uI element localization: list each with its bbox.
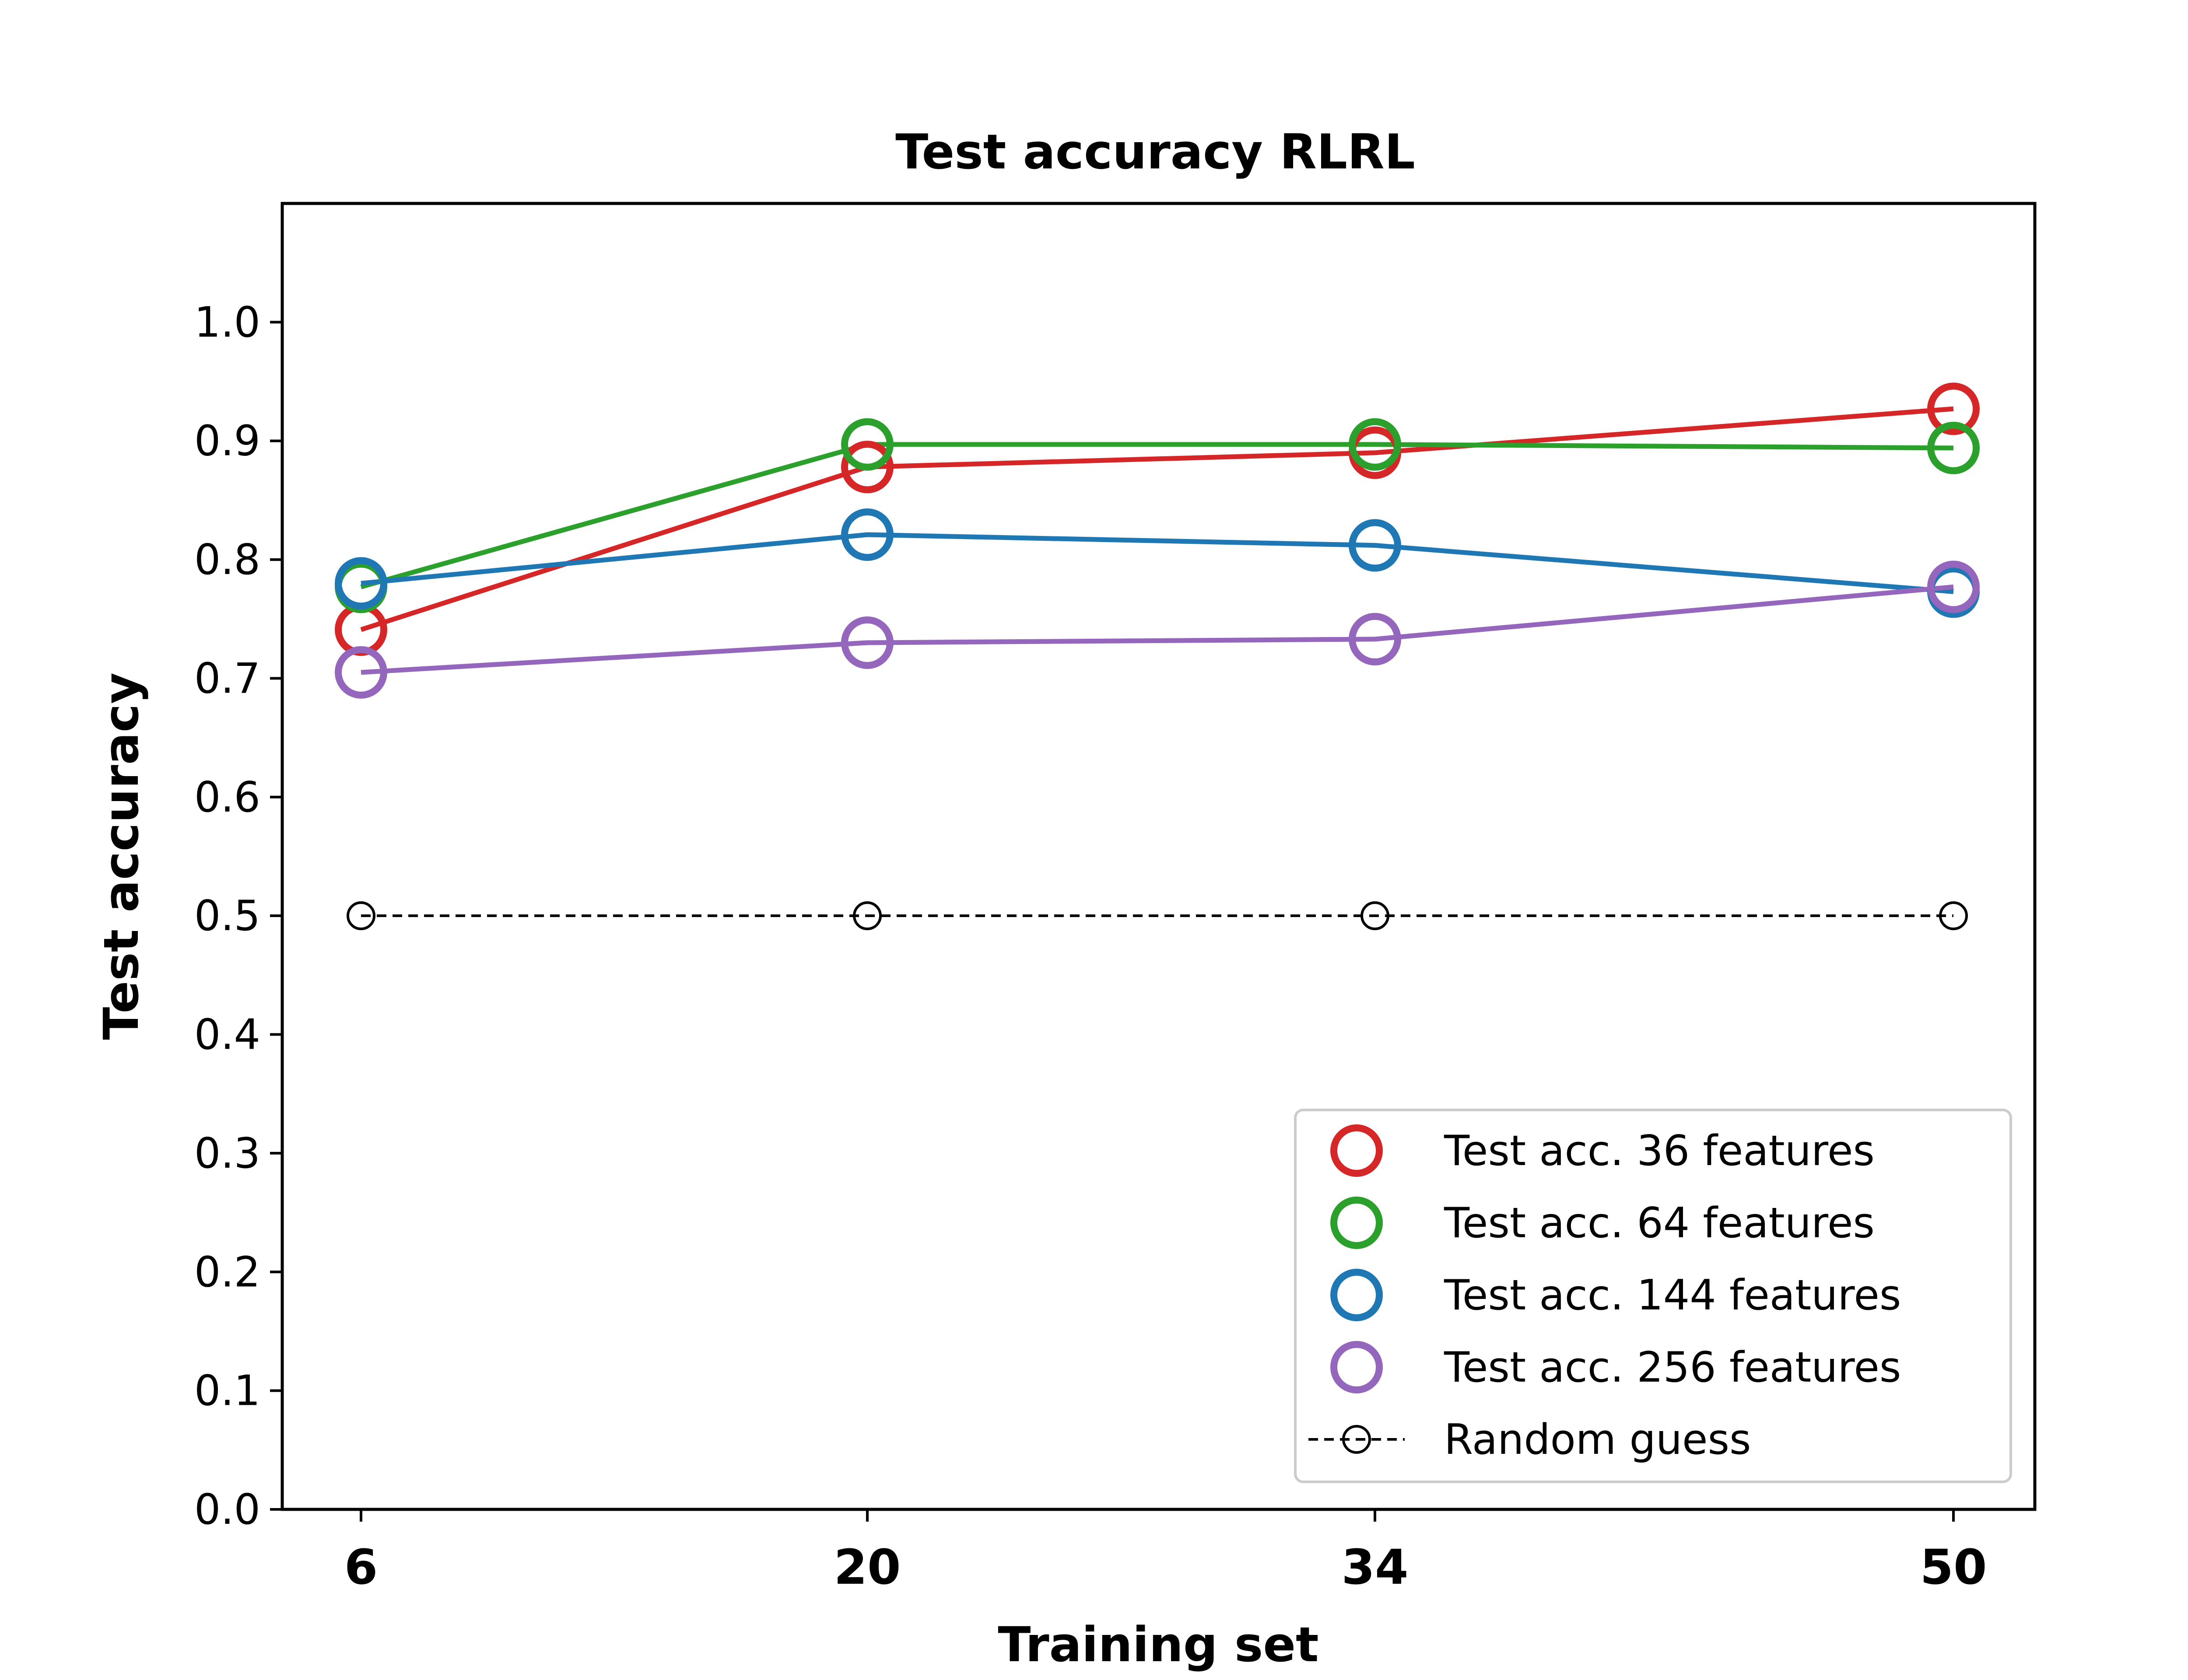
series-1-point xyxy=(1927,382,1980,435)
series-2-point xyxy=(1927,422,1980,475)
legend: Test acc. 36 features Test acc. 64 featur… xyxy=(1294,1109,2012,1483)
y-tick-label: 0.0 xyxy=(194,1486,260,1534)
series-3-point xyxy=(335,557,387,610)
series-5-point xyxy=(1939,901,1968,931)
series-2-line xyxy=(360,442,1954,589)
series-4-point xyxy=(1349,612,1401,665)
legend-box xyxy=(1294,1109,2012,1483)
series-2-point xyxy=(1349,418,1401,471)
plot-area xyxy=(281,202,2037,1511)
x-tick-label: 20 xyxy=(834,1539,901,1595)
series-1-point xyxy=(841,441,894,494)
legend-label: Test acc. 64 features xyxy=(1444,1199,1875,1247)
y-tick-label: 0.1 xyxy=(194,1367,260,1415)
series-4-point xyxy=(841,616,894,669)
series-5-point xyxy=(347,901,375,931)
y-tick-label: 0.4 xyxy=(194,1011,260,1059)
legend-marker xyxy=(1330,1197,1383,1249)
x-tick-label: 50 xyxy=(1920,1539,1987,1595)
legend-label: Random guess xyxy=(1444,1416,1751,1464)
series-3-point xyxy=(1349,519,1401,572)
series-5-point xyxy=(853,901,882,931)
y-tick-label: 0.6 xyxy=(194,774,260,822)
series-4-point xyxy=(1927,560,1980,613)
series-4-line xyxy=(361,584,1954,675)
series-lines xyxy=(360,406,1954,917)
series-markers xyxy=(335,382,1980,931)
y-axis: 0.0 0.1 0.2 0.3 0.4 0.5 0.6 0.7 0.8 0.9 1.0 xyxy=(194,298,282,1534)
legend-marker xyxy=(1330,1124,1383,1177)
y-tick-label: 0.7 xyxy=(194,654,260,703)
legend-label: Test acc. 144 features xyxy=(1444,1271,1901,1320)
y-tick-label: 0.2 xyxy=(194,1248,260,1296)
chart-title: Test accuracy RLRL xyxy=(895,124,1415,180)
legend-label: Test acc. 36 features xyxy=(1444,1127,1875,1175)
x-axis-label: Training set xyxy=(998,1617,1318,1673)
series-5-point xyxy=(1360,901,1389,931)
series-4-point xyxy=(335,646,387,699)
legend-marker xyxy=(1330,1341,1383,1393)
legend-marker xyxy=(1330,1269,1383,1321)
y-tick-label: 0.5 xyxy=(194,892,260,940)
y-tick-label: 1.0 xyxy=(194,298,260,346)
x-tick-label: 6 xyxy=(344,1539,378,1595)
y-tick-label: 0.8 xyxy=(194,536,260,584)
series-1-line xyxy=(360,406,1954,632)
y-tick-label: 0.3 xyxy=(194,1130,260,1178)
x-axis: 6 20 34 50 xyxy=(344,1509,1987,1595)
legend-marker xyxy=(1342,1425,1371,1454)
x-tick-label: 34 xyxy=(1341,1539,1408,1595)
legend-label: Test acc. 256 features xyxy=(1444,1344,1901,1392)
series-3-point xyxy=(841,508,894,561)
series-3-line xyxy=(361,532,1954,594)
y-axis-label: Test accuracy xyxy=(93,672,149,1040)
series-2-point xyxy=(841,418,894,471)
y-tick-label: 0.9 xyxy=(194,417,260,466)
